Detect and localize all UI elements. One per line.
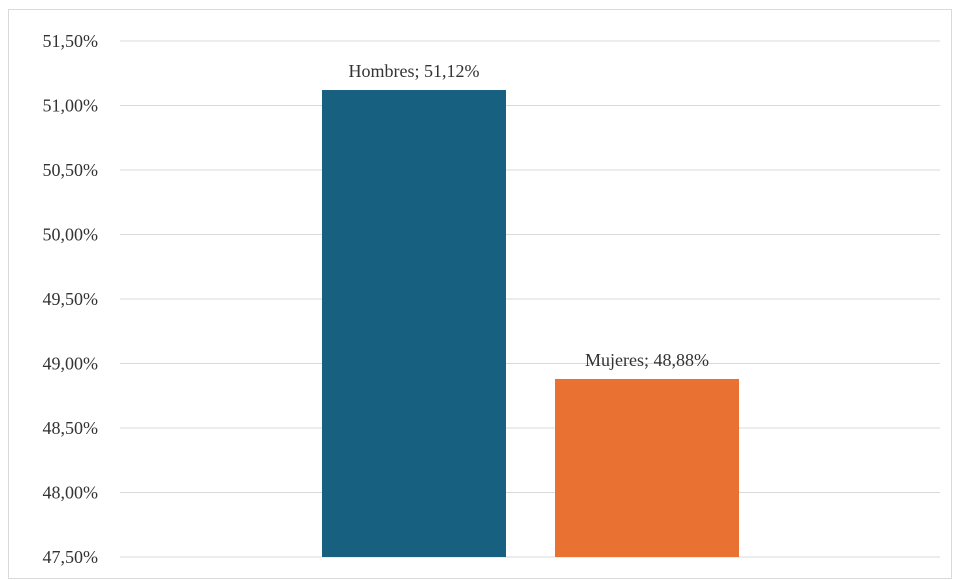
y-tick-label: 50,50%	[43, 160, 99, 180]
data-label-hombres: Hombres; 51,12%	[349, 61, 480, 81]
y-tick-label: 51,50%	[43, 31, 99, 51]
y-tick-label: 51,00%	[43, 96, 99, 116]
bar-hombres	[322, 90, 506, 558]
data-labels: Hombres; 51,12% Mujeres; 48,88%	[349, 61, 709, 370]
y-axis-tick-labels: 47,50% 48,00% 48,50% 49,00% 49,50% 50,00% 50,5…	[43, 31, 99, 567]
y-tick-label: 48,50%	[43, 418, 99, 438]
y-tick-label: 47,50%	[43, 547, 99, 567]
y-tick-label: 48,00%	[43, 483, 99, 503]
gridlines	[120, 40, 940, 558]
data-label-mujeres: Mujeres; 48,88%	[585, 350, 709, 370]
bar-mujeres	[555, 378, 739, 557]
y-tick-label: 49,00%	[43, 354, 99, 374]
y-tick-label: 50,00%	[43, 225, 99, 245]
bars	[322, 90, 739, 558]
y-tick-label: 49,50%	[43, 289, 99, 309]
